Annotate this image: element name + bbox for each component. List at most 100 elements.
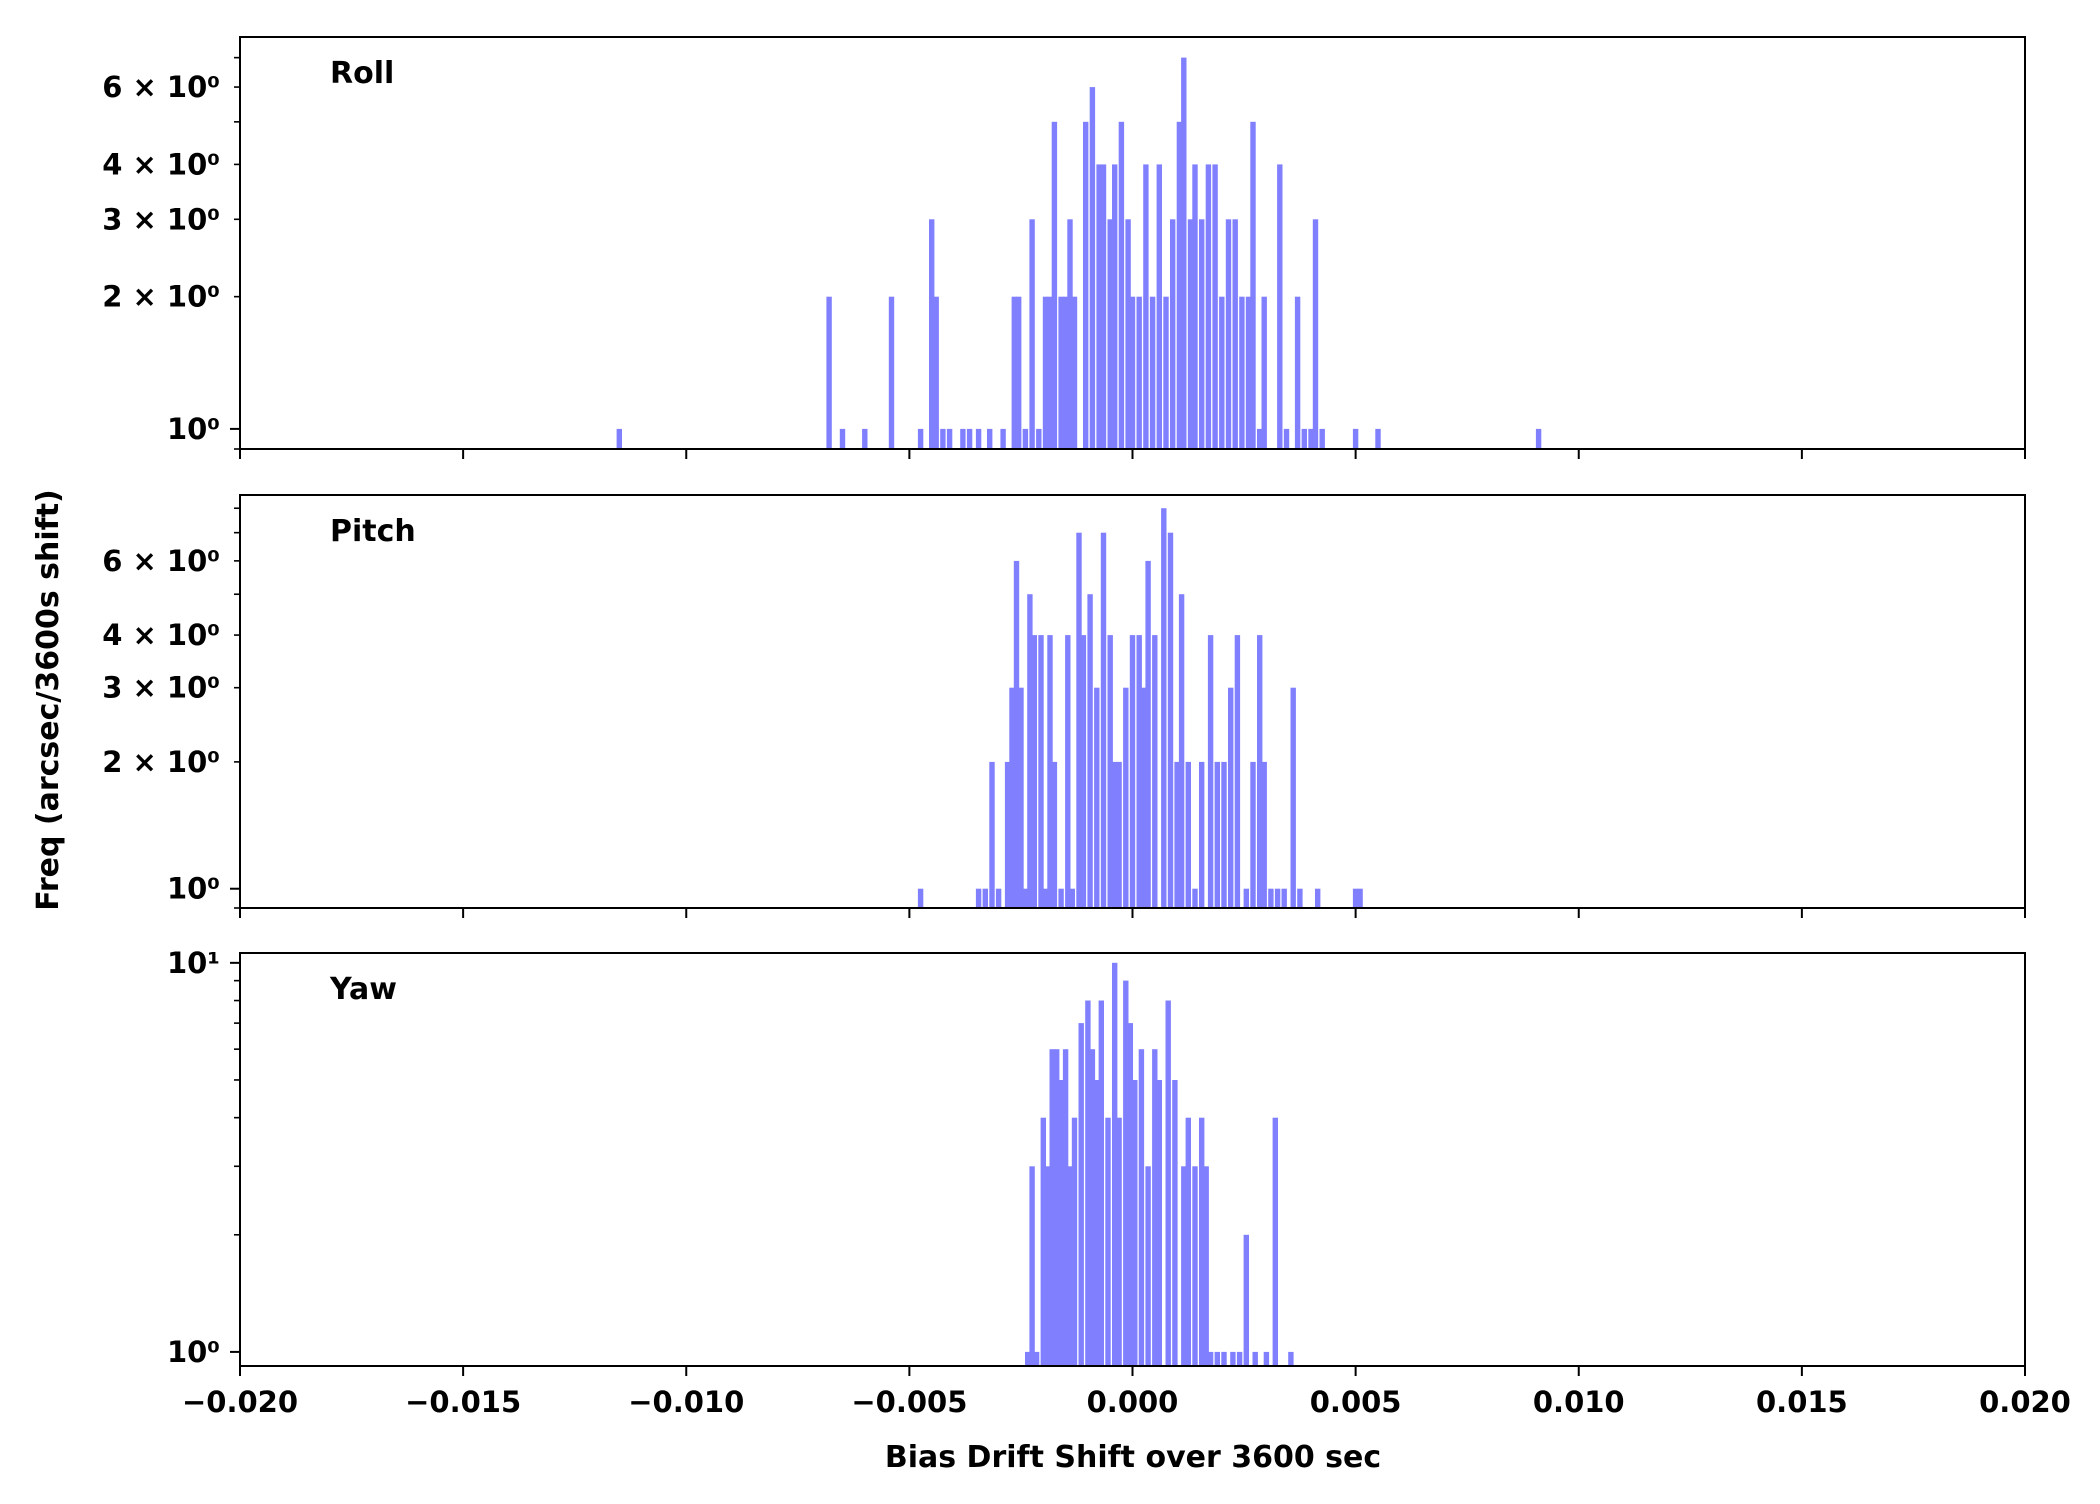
histogram-bar — [1129, 296, 1136, 449]
histogram-bar — [1281, 888, 1287, 908]
y-tick-label: 3 × 10⁰ — [102, 671, 220, 705]
histogram-bar — [1261, 761, 1267, 908]
histogram-bar — [1272, 1117, 1278, 1366]
histogram-bar — [1143, 164, 1149, 449]
histogram-bar — [1312, 219, 1319, 449]
histogram-bar — [1199, 219, 1205, 449]
histogram-bar — [1058, 296, 1064, 449]
histogram-bar — [1058, 888, 1064, 908]
histogram-bar — [1116, 761, 1122, 908]
histogram-bar — [1221, 1351, 1227, 1366]
histogram-bar — [1301, 428, 1307, 449]
histogram-bar — [616, 428, 622, 449]
histogram-bar — [1176, 121, 1183, 450]
histogram-bar — [1112, 164, 1118, 449]
y-tick-label: 3 × 10⁰ — [102, 202, 220, 236]
histogram-bar — [1100, 532, 1107, 908]
histogram-bar — [1022, 428, 1029, 449]
histogram-bar — [1187, 219, 1194, 449]
histogram-bar — [1315, 888, 1321, 908]
histogram-bar — [917, 428, 924, 449]
histogram-bar — [826, 296, 832, 449]
histogram-bar — [1252, 1351, 1258, 1366]
histogram-bar — [1031, 635, 1037, 908]
histogram-bar — [1257, 635, 1263, 908]
histogram-bar — [1234, 635, 1241, 908]
histogram-bar — [929, 219, 935, 449]
y-tick-label: 2 × 10⁰ — [102, 280, 220, 314]
histogram-bar — [1118, 121, 1125, 450]
histogram-bar — [1225, 219, 1232, 449]
histogram-bar — [1047, 635, 1053, 908]
histogram-bar — [1214, 1351, 1220, 1366]
histogram-bar — [960, 428, 966, 449]
histogram-bar — [1165, 1000, 1171, 1366]
panel-title: Yaw — [329, 972, 397, 1007]
histogram-bar — [1535, 428, 1542, 449]
histogram-bar — [1185, 761, 1191, 908]
histogram-bar — [1214, 761, 1220, 908]
x-tick-label: 0.000 — [1087, 1385, 1179, 1419]
histogram-bar — [1089, 87, 1096, 449]
y-tick-label: 4 × 10⁰ — [102, 147, 220, 181]
histogram-bar — [1263, 1351, 1270, 1366]
y-tick-label: 10¹ — [167, 946, 220, 980]
histogram-bar — [1038, 635, 1044, 908]
histogram-bar — [1051, 121, 1058, 450]
histogram-bar — [1096, 164, 1102, 449]
histogram-bar — [1174, 761, 1180, 908]
histogram-bar — [933, 296, 939, 449]
x-tick-label: 0.020 — [1979, 1385, 2071, 1419]
histogram-bar — [1094, 1080, 1100, 1366]
panel-frame — [239, 952, 2026, 1367]
histogram-bar — [1042, 296, 1049, 449]
x-tick-label: −0.020 — [182, 1385, 298, 1419]
histogram-bar — [1228, 687, 1234, 908]
histogram-bar — [1277, 164, 1283, 449]
panel-frame — [239, 494, 2026, 909]
histogram-bar — [1016, 296, 1022, 449]
histogram-bar — [1192, 164, 1198, 449]
histogram-bar — [1036, 428, 1042, 449]
panel-title: Pitch — [330, 514, 416, 549]
histogram-bar — [917, 888, 924, 908]
histogram-bar — [1185, 1117, 1191, 1366]
histogram-bar — [1029, 1166, 1035, 1366]
histogram-bar — [1250, 121, 1256, 450]
histogram-bar — [1100, 164, 1107, 449]
histogram-bar — [1062, 296, 1069, 449]
histogram-bar — [1029, 219, 1035, 449]
histogram-bar — [1172, 1080, 1178, 1366]
histogram-bar — [1080, 635, 1087, 908]
histogram-bar — [1123, 980, 1129, 1366]
y-axis-label: Freq (arcsec/3600s shift) — [31, 489, 66, 911]
panel-frame — [239, 36, 2026, 450]
histogram-bar — [1156, 164, 1162, 449]
histogram-bar — [1308, 428, 1314, 449]
histogram-bar — [1181, 57, 1187, 449]
histogram-bar — [1170, 219, 1176, 449]
histogram-bar — [995, 888, 1002, 908]
x-tick-label: −0.010 — [628, 1385, 744, 1419]
histogram-bar — [1085, 1000, 1091, 1366]
histogram-bar — [839, 428, 846, 449]
histogram-bar — [1136, 296, 1142, 449]
y-tick-label: 10⁰ — [167, 872, 220, 906]
histogram-bar — [940, 428, 946, 449]
histogram-bar — [1089, 1049, 1096, 1366]
histogram-bar — [1192, 888, 1198, 908]
x-tick-label: −0.015 — [405, 1385, 521, 1419]
histogram-bar — [1033, 1351, 1040, 1366]
panel-title: Roll — [330, 56, 394, 91]
histogram-bar — [1040, 1117, 1046, 1366]
x-tick-label: −0.005 — [851, 1385, 967, 1419]
histogram-bar — [1261, 296, 1267, 449]
histogram-bar — [1181, 1166, 1187, 1366]
histogram-bar — [1054, 1049, 1060, 1366]
histogram-bar — [1112, 962, 1118, 1366]
histogram-bar — [1203, 1166, 1209, 1366]
histogram-bar — [1123, 687, 1129, 908]
histogram-bar — [1212, 164, 1218, 449]
histogram-bar — [1049, 1049, 1055, 1366]
